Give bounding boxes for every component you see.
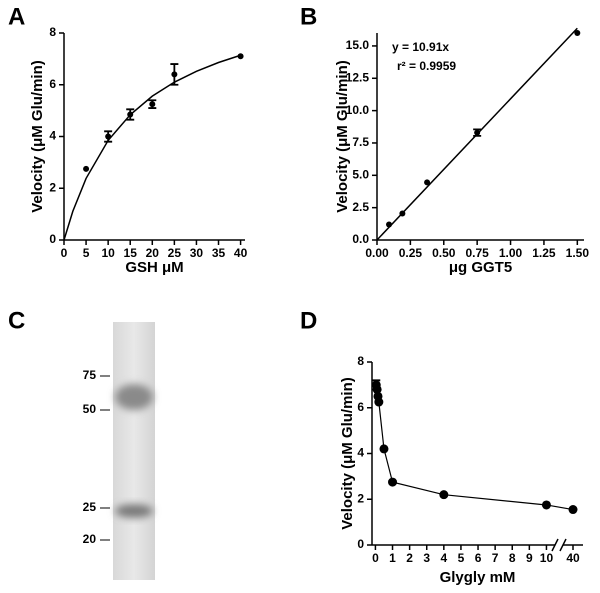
x-tick-label: 0.25 [399,246,423,260]
data-point [399,210,406,217]
axis-break [551,538,559,552]
panel-letter: B [300,3,317,30]
x-tick-label: 10 [101,246,115,260]
x-tick-label: 40 [566,551,580,565]
gel-band [115,384,153,410]
x-tick-label: 4 [440,551,447,565]
data-point [105,133,112,140]
gel-band [115,504,153,518]
x-tick-label: 1.00 [499,246,523,260]
y-tick-label: 6 [357,400,364,414]
data-point [127,111,134,118]
x-tick-label: 35 [212,246,226,260]
x-tick-label: 40 [234,246,248,260]
x-tick-label: 1 [389,551,396,565]
y-axis-label: Velocity (μM Glu/min) [339,377,356,530]
data-point [237,53,244,60]
x-tick-label: 1.50 [566,246,590,260]
x-tick-label: 7 [492,551,499,565]
x-axis-label: Glygly mM [440,569,516,586]
data-line [375,384,574,511]
axis-break [559,538,567,552]
x-tick-label: 30 [190,246,204,260]
marker-label: 25 [83,500,97,514]
data-point [386,221,393,228]
x-tick-label: 0 [372,551,379,565]
annotation: y = 10.91x [392,40,449,54]
y-tick-label: 10.0 [346,103,370,117]
y-tick-label: 6 [49,77,56,91]
data-point [388,477,398,487]
y-tick-label: 12.5 [346,70,370,84]
x-tick-label: 25 [168,246,182,260]
fit-curve [63,54,241,241]
data-point [574,30,581,36]
marker-label: 20 [83,532,97,546]
x-axis-label: μg GGT5 [449,259,512,276]
data-point [541,500,551,510]
panel-letter: C [8,307,25,334]
data-point [171,71,178,78]
x-tick-label: 5 [83,246,90,260]
x-tick-label: 0.50 [432,246,456,260]
y-tick-label: 0 [357,537,364,551]
y-tick-label: 4 [357,446,364,460]
data-point [83,165,90,172]
x-tick-label: 10 [540,551,554,565]
annotation: r² = 0.9959 [397,59,456,73]
panel-letter: D [300,307,317,334]
y-tick-label: 0 [49,232,56,246]
y-tick-label: 4 [49,129,56,143]
gel-lane [113,322,155,580]
marker-label: 75 [83,368,97,382]
data-point [372,384,382,394]
x-tick-label: 20 [146,246,160,260]
y-tick-label: 8 [49,25,56,39]
x-tick-label: 2 [406,551,413,565]
data-point [424,179,431,186]
x-axis-label: GSH μM [125,259,183,276]
data-point [374,397,384,407]
y-axis-label: Velocity (μM Glu/min) [334,60,351,213]
x-tick-label: 3 [423,551,430,565]
x-tick-label: 8 [509,551,516,565]
x-tick-label: 0.75 [465,246,489,260]
y-tick-label: 15.0 [346,38,370,52]
data-point [379,444,389,454]
y-tick-label: 2 [49,180,56,194]
y-tick-label: 2 [357,491,364,505]
y-tick-label: 0.0 [352,232,369,246]
data-point [439,490,449,500]
data-point [474,129,481,136]
data-point [568,505,578,515]
x-tick-label: 0 [61,246,68,260]
marker-label: 50 [83,402,97,416]
x-tick-label: 15 [124,246,138,260]
x-tick-label: 5 [458,551,465,565]
x-tick-label: 0.00 [365,246,389,260]
y-axis-label: Velocity (μM Glu/min) [29,60,46,213]
x-tick-label: 9 [526,551,533,565]
y-tick-label: 2.5 [352,200,369,214]
panel-letter: A [8,3,25,30]
x-tick-label: 6 [475,551,482,565]
y-tick-label: 5.0 [352,167,369,181]
data-point [149,101,156,108]
y-tick-label: 8 [357,354,364,368]
x-tick-label: 1.25 [532,246,556,260]
y-tick-label: 7.5 [352,135,369,149]
